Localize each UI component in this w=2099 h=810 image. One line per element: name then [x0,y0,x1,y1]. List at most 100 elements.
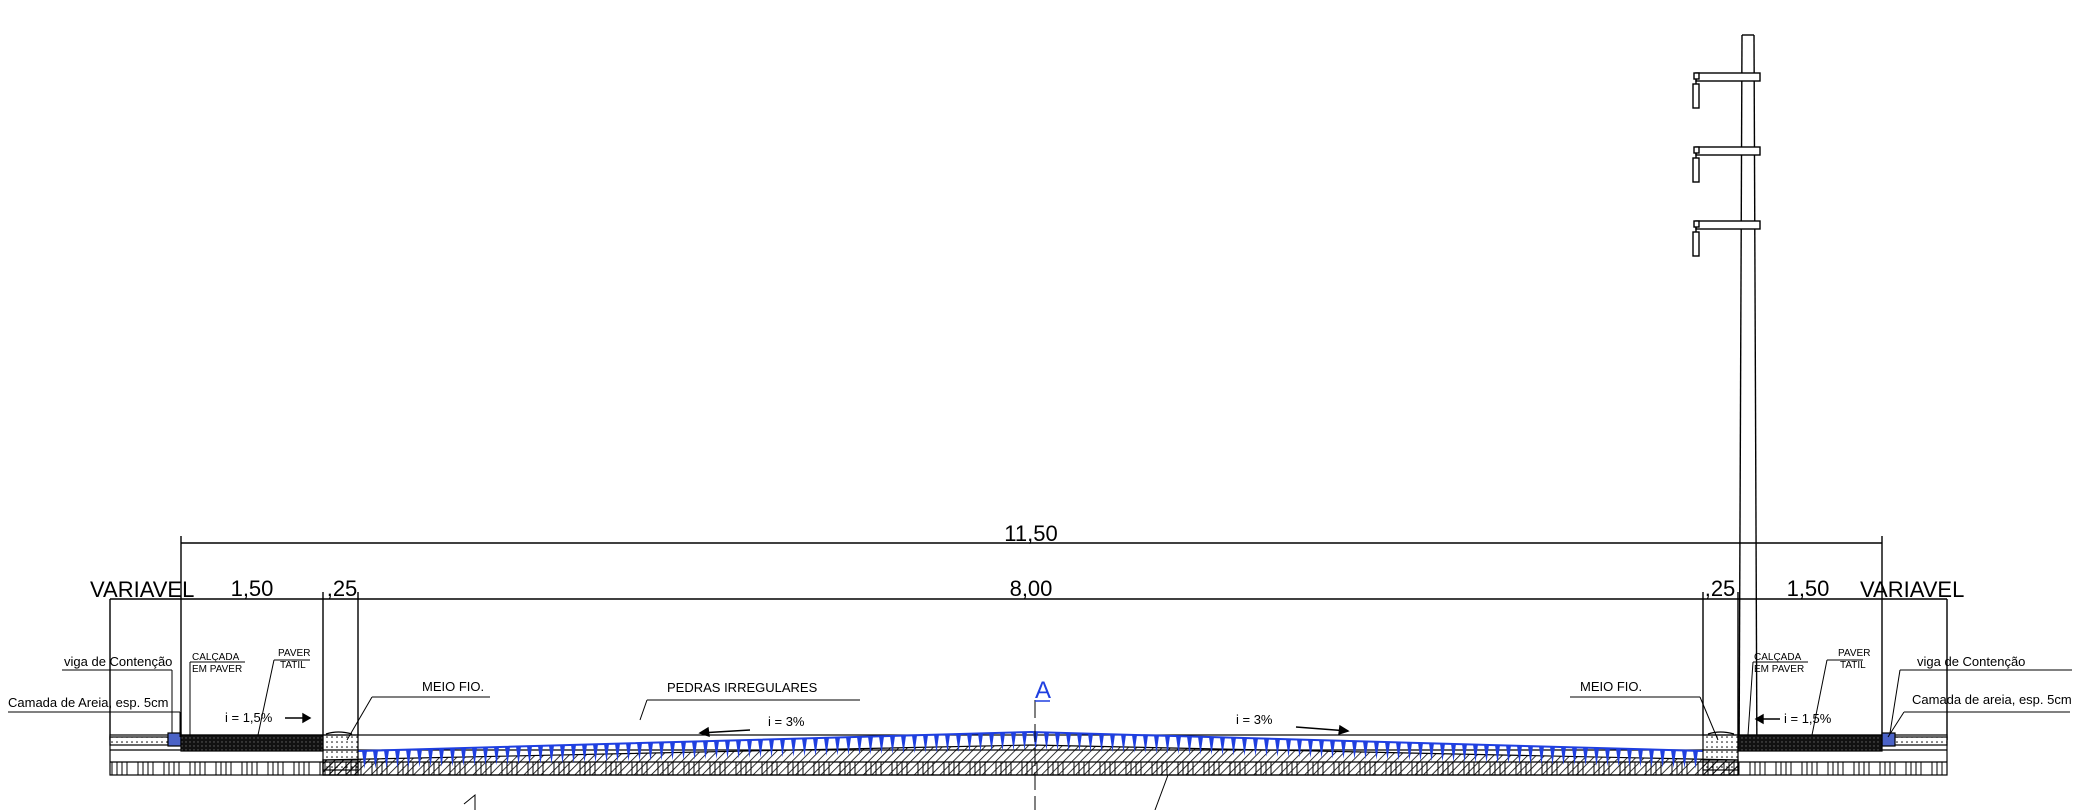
label-calcada-left-2: EM PAVER [192,664,242,675]
stone-mark [868,736,873,755]
stone-mark [560,745,565,764]
stone-mark [1066,732,1071,751]
stone-mark [1506,745,1511,764]
dimension-lines [109,536,1948,745]
stone-mark [1451,743,1456,762]
stone-mark [670,742,675,761]
sidewalk-right [1702,731,1948,776]
stone-mark [1473,744,1478,763]
stone-mark [714,740,719,759]
stone-mark [395,749,400,768]
stone-mark [439,748,444,767]
stone-mark [659,742,664,761]
slope-sidewalk-right: i = 1,5% [1784,711,1832,726]
stone-mark [582,744,587,763]
label-paver-right-2: TATIL [1840,660,1866,671]
stone-mark [1561,746,1566,765]
dimension-variable-right: VARIAVEL [1860,577,1964,602]
stone-mark [1121,734,1126,753]
stone-mark [1352,741,1357,760]
dimension-roadway: 8,00 [1010,576,1053,601]
stone-mark [1165,735,1170,754]
slope-arrows [285,712,1780,738]
dimension-curb-left: ,25 [327,576,358,601]
label-viga-right: viga de Contenção [1917,654,2025,669]
utility-pole [1692,34,1761,773]
stone-mark [1011,732,1016,751]
label-meio-fio-left: MEIO FIO. [422,679,484,694]
dimension-sidewalk-right: 1,50 [1787,576,1830,601]
stone-mark [373,750,378,769]
stone-mark [1077,733,1082,752]
slope-sidewalk-left: i = 1,5% [225,710,273,725]
stone-mark [1275,738,1280,757]
stone-mark [1198,736,1203,755]
dimension-variable-left: VARIAVEL [90,577,194,602]
stone-mark [747,740,752,759]
stone-mark [1055,732,1060,751]
crossarm [1692,220,1761,257]
label-paver-left-2: TATIL [280,660,306,671]
stone-mark [1407,742,1412,761]
stone-mark [1429,743,1434,762]
crossarm [1692,146,1761,183]
stone-mark [450,748,455,767]
stone-mark [824,737,829,756]
stone-mark [1374,741,1379,760]
dimension-total: 11,50 [1004,521,1057,546]
stone-mark [1187,736,1192,755]
label-viga-left: viga de Contenção [64,654,172,669]
label-calcada-left-1: CALÇADA [192,652,240,663]
stone-mark [1517,745,1522,764]
stone-mark [1132,734,1137,753]
stone-mark [1583,747,1588,766]
stone-mark [1143,735,1148,754]
stone-mark [1550,746,1555,765]
stone-mark [769,739,774,758]
stone-mark [1286,739,1291,758]
stone-mark [1539,746,1544,765]
stone-mark [505,746,510,765]
stone-mark [890,735,895,754]
label-calcada-right-2: EM PAVER [1754,664,1804,675]
road-surface-line [357,730,1704,752]
stone-mark [802,738,807,757]
stone-mark [1044,732,1049,751]
stone-mark [1264,738,1269,757]
stone-mark [857,736,862,755]
stone-mark [1022,732,1027,751]
stone-mark [879,736,884,755]
stone-mark [1418,742,1423,761]
label-pedras: PEDRAS IRREGULARES [667,680,818,695]
dimension-curb-right: ,25 [1705,576,1736,601]
stone-mark [681,741,686,760]
stone-mark [901,735,906,754]
stone-mark [604,744,609,763]
stone-mark [1594,747,1599,766]
stone-mark [1253,738,1258,757]
stone-mark [1462,744,1467,763]
stone-mark [516,746,521,765]
dimension-sidewalk-left: 1,50 [231,576,274,601]
label-areia-left: Camada de Areia, esp. 5cm [8,695,168,710]
stone-mark [692,741,697,760]
leader-lines [8,659,2072,810]
stone-mark [1330,740,1335,759]
stone-mark [1572,747,1577,766]
stone-mark [615,743,620,762]
stone-mark [758,739,763,758]
stone-mark [538,745,543,764]
stone-mark [362,750,367,769]
stone-mark [846,737,851,756]
stone-mark [384,750,389,769]
stone-mark [703,741,708,760]
stone-mark [1396,742,1401,761]
stone-mark [1209,737,1214,756]
stone-mark [648,742,653,761]
stone-mark [1000,732,1005,751]
stone-mark [780,739,785,758]
stone-mark [1231,737,1236,756]
crossarm [1692,72,1761,109]
label-paver-right-1: PAVER [1838,648,1870,659]
stone-mark [1099,733,1104,752]
